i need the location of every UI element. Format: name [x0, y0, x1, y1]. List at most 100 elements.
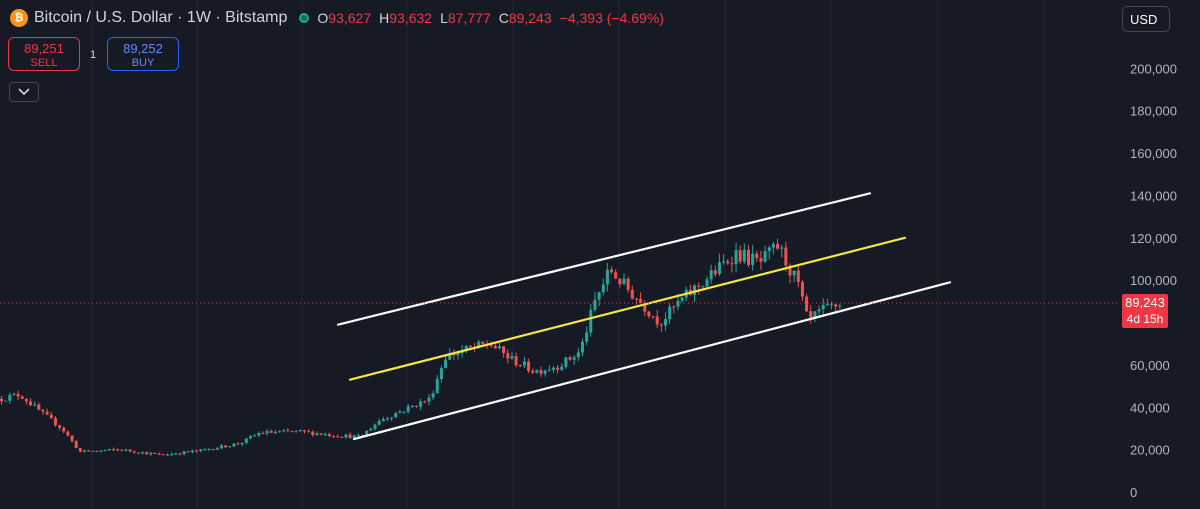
candle-body [336, 436, 340, 438]
candle-body [751, 253, 755, 265]
candle-body [394, 413, 398, 418]
candle-body [385, 418, 389, 420]
candle-body [551, 367, 555, 370]
chart-legend: ₿ Bitcoin / U.S. Dollar · 1W · Bitstamp … [10, 6, 664, 30]
open-value: 93,627 [328, 10, 372, 26]
candle-body [589, 309, 593, 333]
candle-body [539, 370, 543, 374]
candle-body [236, 443, 240, 445]
candle-body [468, 346, 472, 348]
candle-body [33, 404, 37, 406]
candle-body [498, 346, 501, 349]
candle-body [585, 332, 589, 342]
candle-body [373, 424, 377, 429]
candle-body [672, 306, 676, 308]
high-label: H [379, 10, 390, 26]
candle-body [444, 359, 448, 369]
candle-body [87, 450, 91, 452]
candle-body [664, 319, 667, 326]
candle-body [435, 379, 439, 394]
candle-body [99, 450, 103, 452]
sell-price: 89,251 [24, 41, 64, 56]
last-price-line: 89,243 4d 15h [0, 293, 1168, 328]
candle-body [124, 449, 128, 451]
candle-body [0, 398, 3, 402]
candle-body [481, 341, 485, 344]
candle-body [41, 409, 45, 412]
candle-body [319, 433, 323, 435]
chevron-down-icon [18, 88, 30, 96]
y-tick-label: 40,000 [1130, 400, 1170, 415]
y-tick-label: 200,000 [1130, 61, 1177, 76]
candle-body [626, 278, 630, 290]
candle-body [253, 435, 257, 437]
candle-body [107, 449, 111, 451]
channel-line-upper [336, 192, 872, 326]
candle-body [157, 453, 161, 455]
candle-body [145, 452, 149, 455]
candle-body [195, 450, 199, 452]
low-label: L [440, 10, 448, 26]
currency-selector[interactable]: USD [1122, 6, 1170, 32]
candle-body [780, 247, 784, 249]
candle-body [713, 270, 717, 275]
candle-body [240, 442, 244, 445]
candle-body [821, 304, 825, 310]
candle-body [49, 414, 53, 419]
candle-body [199, 449, 203, 451]
candle-body [91, 450, 95, 452]
candle-body [759, 258, 763, 262]
spread-value: 1 [90, 49, 97, 61]
candle-body [639, 298, 643, 304]
candle-body [166, 454, 169, 456]
candle-body [680, 297, 684, 301]
candle-body [477, 341, 481, 348]
candle-body [734, 250, 738, 264]
candle-body [311, 431, 315, 436]
collapse-legend-button[interactable] [9, 82, 39, 102]
candle-body [332, 436, 335, 438]
candle-body [116, 449, 120, 451]
candle-body [659, 324, 663, 326]
candle-body [771, 244, 775, 248]
candle-body [610, 269, 614, 273]
candle-body [257, 433, 261, 436]
candle-body [796, 270, 800, 283]
y-tick-label: 100,000 [1130, 273, 1177, 288]
channel-line-lower [352, 281, 952, 441]
candle-body [817, 309, 821, 312]
last-price-label: 89,243 [1125, 295, 1165, 310]
y-tick-label: 160,000 [1130, 146, 1177, 161]
candle-body [809, 311, 813, 318]
change-value: −4,393 (−4.69%) [559, 10, 664, 26]
close-value: 89,243 [508, 10, 552, 26]
candle-body [717, 262, 721, 275]
candle-body [340, 436, 344, 438]
candle-body [547, 369, 551, 371]
ohlc-values: O93,627 H93,632 L87,777 C89,243 −4,393 (… [317, 10, 664, 26]
candlestick-series [0, 238, 842, 456]
candle-body [356, 435, 360, 437]
sell-button[interactable]: 89,251 SELL [8, 37, 80, 71]
candle-body [431, 393, 435, 398]
candle-body [352, 435, 356, 439]
candle-body [697, 285, 701, 287]
candle-body [344, 434, 348, 438]
candle-body [622, 278, 626, 285]
candle-body [24, 398, 28, 402]
channel-line-mid [348, 236, 907, 381]
candle-body [161, 454, 165, 456]
candle-body [66, 431, 70, 436]
candle-body [693, 285, 697, 296]
candle-body [439, 368, 443, 380]
candle-body [20, 396, 24, 399]
candle-body [556, 367, 560, 370]
candle-body [149, 452, 153, 455]
symbol-title[interactable]: Bitcoin / U.S. Dollar · 1W · Bitstamp [34, 9, 288, 26]
candle-body [228, 446, 232, 448]
candle-body [643, 303, 647, 312]
trend-channel [336, 192, 952, 441]
buy-button[interactable]: 89,252 BUY [107, 37, 179, 71]
y-tick-label: 20,000 [1130, 443, 1170, 458]
